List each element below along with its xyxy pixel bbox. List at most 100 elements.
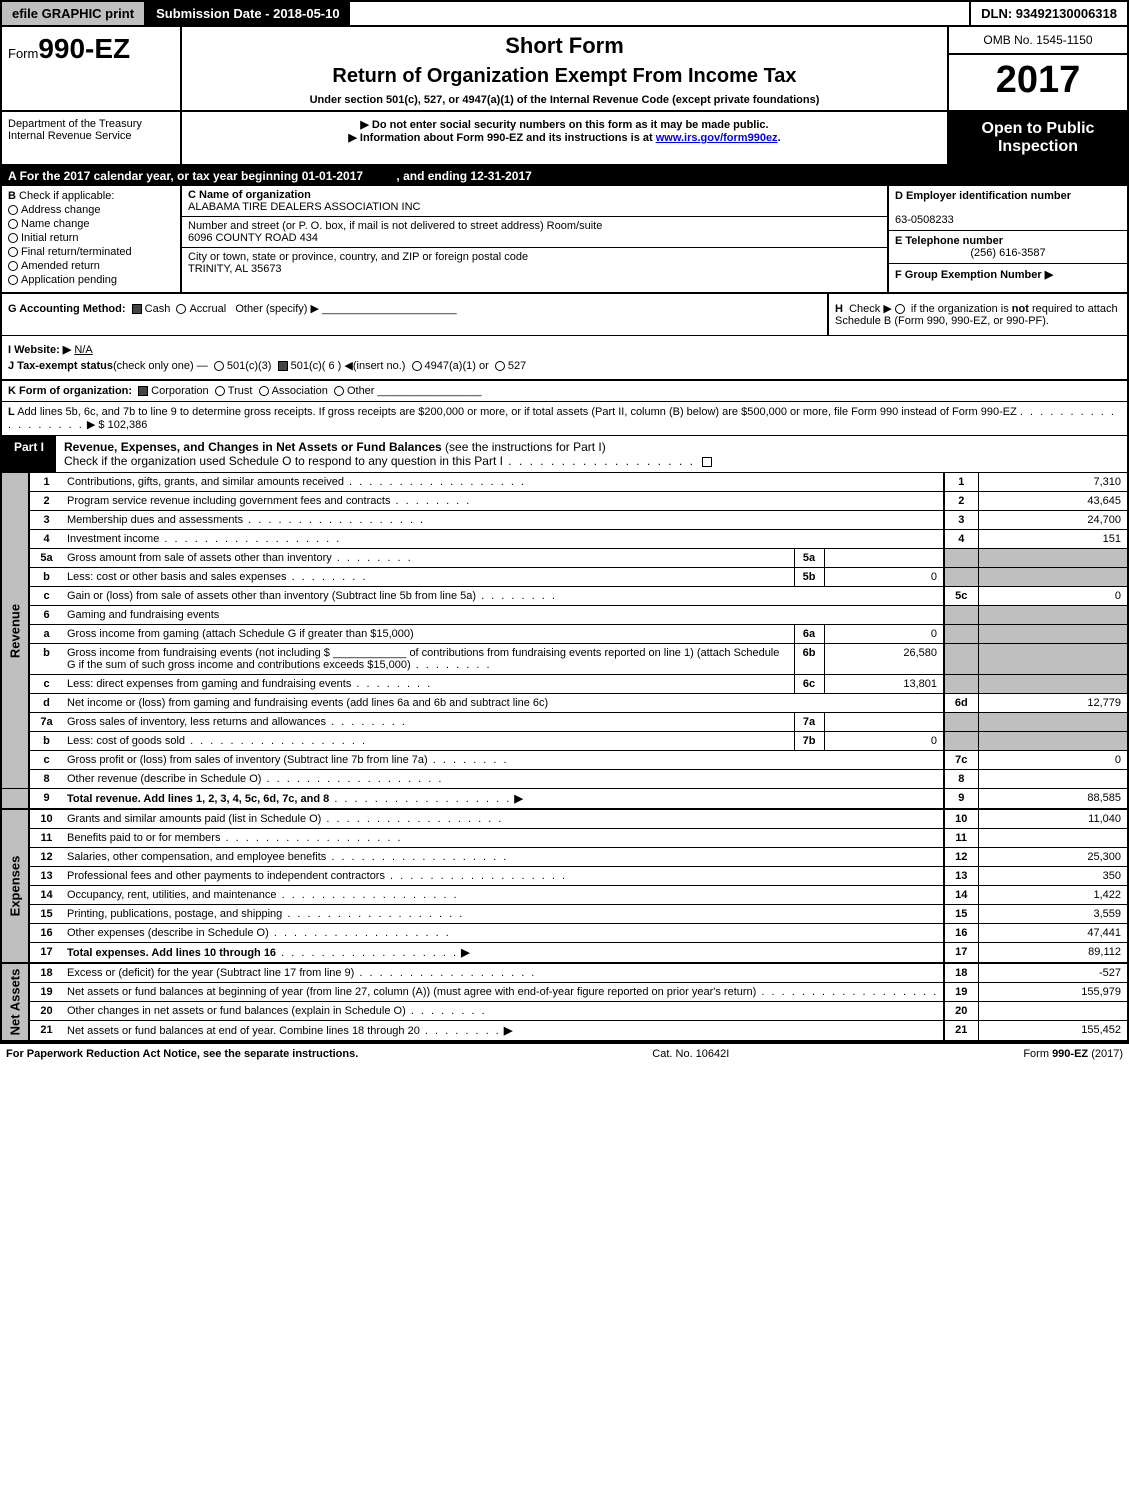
warning-2-prefix: ▶ Information about Form 990-EZ and its …: [348, 132, 655, 144]
line-a-body: For the 2017 calendar year, or tax year …: [20, 169, 364, 183]
arrow-icon: ▶: [461, 947, 469, 959]
b-column: B Check if applicable: Address change Na…: [2, 186, 182, 292]
line-8-desc: Other revenue (describe in Schedule O): [67, 773, 261, 785]
check-501c[interactable]: [278, 361, 288, 371]
line-6: 6 Gaming and fundraising events: [1, 606, 1128, 625]
line-14-desc: Occupancy, rent, utilities, and maintena…: [67, 889, 277, 901]
j-tax-exempt: J Tax-exempt status(check only one) — 50…: [8, 359, 1121, 372]
line-11-desc: Benefits paid to or for members: [67, 832, 220, 844]
line-6d-desc: Net income or (loss) from gaming and fun…: [67, 697, 548, 709]
line-11-value: [978, 829, 1128, 848]
check-h[interactable]: [895, 304, 905, 314]
c-column: C Name of organization ALABAMA TIRE DEAL…: [182, 186, 887, 292]
d-ein-row: D Employer identification number 63-0508…: [889, 186, 1127, 231]
line-6b-value: 26,580: [824, 644, 944, 675]
arrow-icon: ▶: [514, 793, 522, 805]
line-7c-value: 0: [978, 751, 1128, 770]
check-4947[interactable]: [412, 361, 422, 371]
line-18-desc: Excess or (deficit) for the year (Subtra…: [67, 967, 354, 979]
line-2-desc: Program service revenue including govern…: [67, 495, 390, 507]
line-5b-desc: Less: cost or other basis and sales expe…: [67, 571, 287, 583]
check-accrual[interactable]: [176, 304, 186, 314]
f-group-row: F Group Exemption Number ▶: [889, 264, 1127, 285]
line-6b: b Gross income from fundraising events (…: [1, 644, 1128, 675]
line-2: 2 Program service revenue including gove…: [1, 492, 1128, 511]
form-number-text: 990-EZ: [38, 33, 130, 64]
part-1-title: Revenue, Expenses, and Changes in Net As…: [56, 436, 1127, 472]
part-1-label: Part I: [2, 436, 56, 472]
section-ij: I Website: ▶ N/A J Tax-exempt status(che…: [0, 336, 1129, 381]
line-7a: 7a Gross sales of inventory, less return…: [1, 713, 1128, 732]
line-a-ending: , and ending 12-31-2017: [396, 169, 531, 183]
page-footer: For Paperwork Reduction Act Notice, see …: [0, 1042, 1129, 1064]
line-19: 19 Net assets or fund balances at beginn…: [1, 983, 1128, 1002]
check-association[interactable]: [259, 386, 269, 396]
part-1-sub: Check if the organization used Schedule …: [64, 454, 503, 468]
line-13-value: 350: [978, 867, 1128, 886]
line-10-value: 11,040: [978, 809, 1128, 829]
line-16: 16 Other expenses (describe in Schedule …: [1, 924, 1128, 943]
check-527[interactable]: [495, 361, 505, 371]
line-6c-value: 13,801: [824, 675, 944, 694]
efile-print-button[interactable]: efile GRAPHIC print: [2, 2, 146, 25]
c-name-row: C Name of organization ALABAMA TIRE DEAL…: [182, 186, 887, 217]
omb-year-box: OMB No. 1545-1150 2017: [947, 27, 1127, 110]
check-address-change[interactable]: Address change: [8, 204, 174, 216]
line-7a-desc: Gross sales of inventory, less returns a…: [67, 716, 326, 728]
check-amended-return[interactable]: Amended return: [8, 260, 174, 272]
line-6d-value: 12,779: [978, 694, 1128, 713]
form-number: Form990-EZ: [8, 33, 174, 65]
line-1-desc: Contributions, gifts, grants, and simila…: [67, 476, 344, 488]
g-accounting: G Accounting Method: Cash Accrual Other …: [2, 294, 827, 335]
org-phone: (256) 616-3587: [895, 247, 1121, 259]
dln: DLN: 93492130006318: [971, 2, 1127, 25]
check-initial-return[interactable]: Initial return: [8, 232, 174, 244]
line-5b-value: 0: [824, 568, 944, 587]
check-corporation[interactable]: [138, 386, 148, 396]
j-501c3: 501(c)(3): [227, 360, 272, 372]
warning-2: ▶ Information about Form 990-EZ and its …: [192, 131, 937, 144]
section-bcd: B Check if applicable: Address change Na…: [0, 186, 1129, 294]
line-8-value: [978, 770, 1128, 789]
j-4947: 4947(a)(1) or: [425, 360, 489, 372]
line-1-value: 7,310: [978, 473, 1128, 492]
line-7b-value: 0: [824, 732, 944, 751]
check-other[interactable]: [334, 386, 344, 396]
j-label: J Tax-exempt status: [8, 360, 113, 372]
i-label: I Website: ▶: [8, 344, 71, 356]
check-cash[interactable]: [132, 304, 142, 314]
line-20: 20 Other changes in net assets or fund b…: [1, 1002, 1128, 1021]
line-6d: d Net income or (loss) from gaming and f…: [1, 694, 1128, 713]
l-text: Add lines 5b, 6c, and 7b to line 9 to de…: [17, 406, 1017, 418]
line-7b-desc: Less: cost of goods sold: [67, 735, 185, 747]
check-final-return[interactable]: Final return/terminated: [8, 246, 174, 258]
check-part1-schedule-o[interactable]: [702, 457, 712, 467]
line-a-text: A For the 2017 calendar year, or tax yea…: [2, 166, 1127, 186]
line-19-desc: Net assets or fund balances at beginning…: [67, 986, 756, 998]
j-527: 527: [508, 360, 526, 372]
check-501c3[interactable]: [214, 361, 224, 371]
irs-link[interactable]: www.irs.gov/form990ez: [656, 132, 778, 144]
org-city: TRINITY, AL 35673: [188, 263, 282, 275]
line-6a-value: 0: [824, 625, 944, 644]
k-label: K Form of organization:: [8, 385, 132, 397]
form-header: Form990-EZ Short Form Return of Organiza…: [0, 27, 1129, 112]
section-gh: G Accounting Method: Cash Accrual Other …: [0, 294, 1129, 336]
check-trust[interactable]: [215, 386, 225, 396]
f-group-label: F Group Exemption Number ▶: [895, 269, 1053, 281]
c-street-label: Number and street (or P. O. box, if mail…: [188, 220, 602, 232]
k-assoc: Association: [272, 385, 328, 397]
b-label: B: [8, 190, 16, 202]
line-13-desc: Professional fees and other payments to …: [67, 870, 385, 882]
line-5a: 5a Gross amount from sale of assets othe…: [1, 549, 1128, 568]
i-value: N/A: [74, 344, 92, 356]
omb-number: OMB No. 1545-1150: [949, 27, 1127, 55]
section-k: K Form of organization: Corporation Trus…: [0, 381, 1129, 402]
check-name-change[interactable]: Name change: [8, 218, 174, 230]
check-application-pending[interactable]: Application pending: [8, 274, 174, 286]
submission-date: Submission Date - 2018-05-10: [146, 2, 350, 25]
line-4: 4 Investment income 4 151: [1, 530, 1128, 549]
line-7c-desc: Gross profit or (loss) from sales of inv…: [67, 754, 428, 766]
k-other: Other: [347, 385, 375, 397]
d-ein-label: D Employer identification number: [895, 190, 1071, 202]
